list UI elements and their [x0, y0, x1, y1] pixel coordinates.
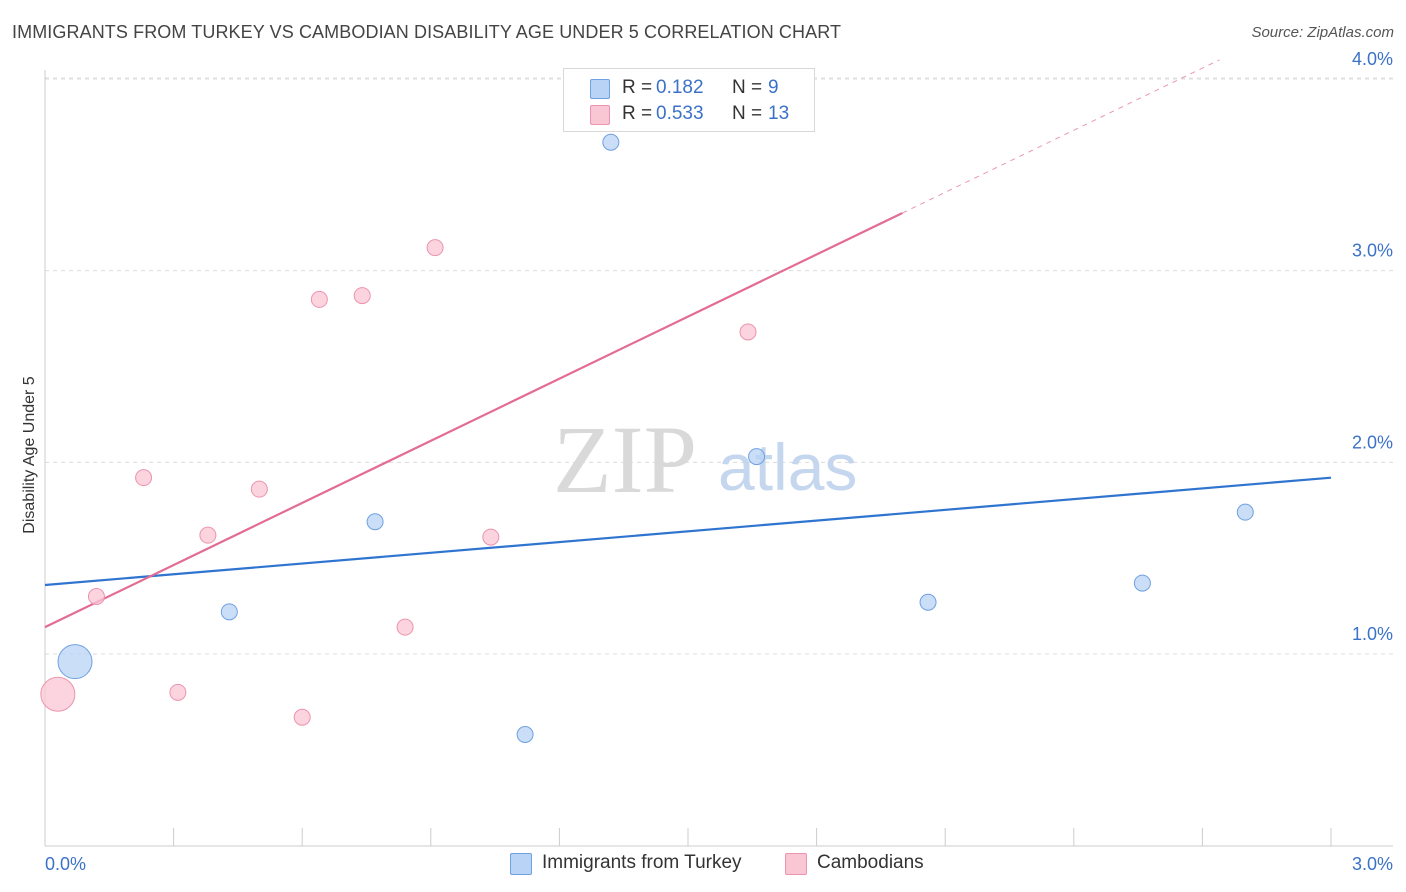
- data-point: [602, 133, 620, 151]
- legend-n-label: N =: [732, 103, 763, 124]
- y-tick-label: 4.0%: [1352, 49, 1393, 69]
- legend-n-label: N =: [732, 77, 763, 98]
- data-point: [516, 726, 534, 743]
- y-tick-label: 3.0%: [1352, 241, 1393, 261]
- data-point: [353, 287, 371, 305]
- trend-line-solid: [44, 212, 903, 629]
- tick-labels: 1.0% 2.0% 3.0% 4.0% 0.0% 3.0%: [45, 49, 1393, 874]
- watermark-atlas: atlas: [718, 430, 857, 504]
- legend-label-cambodians: Cambodians: [817, 852, 924, 873]
- data-point: [169, 683, 187, 701]
- data-point: [199, 526, 217, 544]
- legend-r-label: R =: [622, 103, 653, 124]
- y-tick-label: 2.0%: [1352, 432, 1393, 452]
- correlation-legend: R = 0.182 N = 9 R = 0.533 N = 13: [563, 68, 815, 132]
- legend-swatch-turkey: [510, 853, 532, 875]
- data-point: [250, 480, 268, 498]
- data-point: [57, 644, 93, 680]
- x-tick-label: 0.0%: [45, 854, 86, 874]
- data-point: [40, 676, 76, 712]
- legend-n-value: 13: [768, 103, 790, 124]
- legend-n-value: 9: [768, 77, 779, 98]
- trend-line-solid: [44, 476, 1332, 587]
- watermark: ZIP atlas: [553, 406, 857, 513]
- x-tick-label: 3.0%: [1352, 854, 1393, 874]
- trend-line-dashed: [902, 59, 1220, 214]
- data-point: [293, 708, 311, 726]
- data-point: [1133, 574, 1151, 592]
- watermark-zip: ZIP: [553, 406, 697, 513]
- data-point: [482, 528, 500, 546]
- source-label: Source: ZipAtlas.com: [1251, 24, 1394, 41]
- chart-title: IMMIGRANTS FROM TURKEY VS CAMBODIAN DISA…: [12, 22, 842, 42]
- data-point: [426, 239, 444, 257]
- data-points: [40, 133, 1254, 743]
- legend-swatch-cambodians: [785, 853, 807, 875]
- data-point: [135, 469, 153, 487]
- data-point: [220, 603, 238, 621]
- data-point: [310, 290, 328, 308]
- y-tick-label: 1.0%: [1352, 624, 1393, 644]
- legend-label-turkey: Immigrants from Turkey: [542, 852, 742, 873]
- legend-r-value: 0.182: [656, 77, 704, 98]
- data-point: [739, 323, 757, 341]
- trend-lines: [44, 59, 1332, 629]
- data-point: [396, 618, 414, 636]
- data-point: [87, 588, 105, 605]
- data-point: [919, 593, 937, 611]
- y-axis-label: Disability Age Under 5: [21, 376, 38, 534]
- legend-r-label: R =: [622, 77, 653, 98]
- legend-r-value: 0.533: [656, 103, 704, 124]
- data-point: [366, 513, 384, 531]
- legend-swatch-cambodians: [590, 105, 610, 125]
- axes: [44, 70, 1393, 847]
- data-point: [1236, 503, 1254, 521]
- data-point: [748, 448, 766, 466]
- legend-swatch-turkey: [590, 79, 610, 99]
